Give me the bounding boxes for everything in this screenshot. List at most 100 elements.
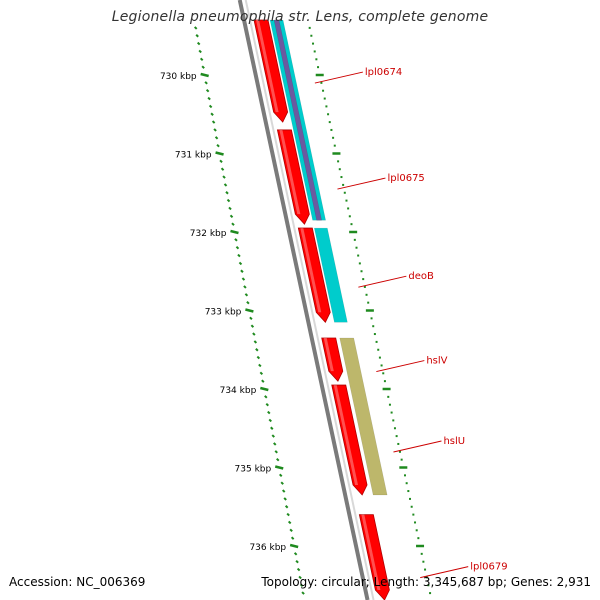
minor-tick xyxy=(204,81,208,85)
minor-tick xyxy=(244,293,249,297)
minor-tick xyxy=(267,410,271,415)
tick-label: 736 kbp xyxy=(249,543,286,553)
minor-tick xyxy=(270,426,274,430)
tick-layer: 730 kbp 731 kbp 732 kbp 733 kbp 734 kbp 735 k… xyxy=(160,26,432,595)
minor-tick xyxy=(286,512,290,517)
gene-leader-line xyxy=(376,360,425,373)
minor-tick xyxy=(208,104,213,109)
minor-tick xyxy=(246,300,250,305)
gene-leader-line xyxy=(420,566,469,579)
backbone-line xyxy=(237,0,370,600)
minor-tick xyxy=(216,143,220,148)
minor-tick xyxy=(249,316,253,321)
minor-tick xyxy=(258,363,262,368)
minor-tick xyxy=(271,434,275,438)
gene-label: hslU xyxy=(443,436,465,447)
minor-tick xyxy=(240,269,244,273)
minor-tick xyxy=(213,128,217,132)
minor-tick xyxy=(228,206,232,211)
tick-label: 735 kbp xyxy=(235,465,272,475)
minor-tick xyxy=(265,402,270,407)
major-tick xyxy=(245,308,254,313)
minor-tick xyxy=(274,450,278,454)
tick-label: 733 kbp xyxy=(205,308,242,318)
minor-tick xyxy=(299,583,304,587)
minor-tick xyxy=(196,41,201,46)
gene-arrow-highlight xyxy=(256,20,279,113)
minor-tick xyxy=(289,528,293,533)
minor-tick xyxy=(238,261,243,266)
accession-text: Accession: NC_006369 xyxy=(9,575,146,589)
minor-tick xyxy=(231,222,235,226)
gene-arrow-highlight xyxy=(300,228,322,313)
backbone-inner-line xyxy=(244,0,375,600)
minor-tick xyxy=(229,214,234,219)
genome-summary-text: Topology: circular; Length: 3,345,687 bp… xyxy=(261,575,591,589)
minor-tick xyxy=(235,245,240,250)
minor-tick xyxy=(220,167,225,171)
minor-tick xyxy=(276,457,280,462)
tick-label: 731 kbp xyxy=(175,151,212,161)
minor-tick xyxy=(226,198,231,203)
backbone-layer xyxy=(237,0,375,600)
minor-tick xyxy=(279,473,283,478)
minor-tick xyxy=(243,285,247,289)
major-tick xyxy=(200,72,209,78)
minor-tick xyxy=(256,355,261,360)
gene-arrow-highlight xyxy=(279,129,301,215)
map-title: Legionella pneumophila str. Lens, comple… xyxy=(111,9,489,25)
gene-leader-line xyxy=(337,177,386,190)
minor-tick xyxy=(222,175,226,179)
gene-label: lpl0675 xyxy=(387,173,424,184)
tick-label: 732 kbp xyxy=(190,229,227,239)
minor-tick xyxy=(205,88,210,93)
minor-tick xyxy=(211,120,216,124)
gene-label: lpl0674 xyxy=(365,67,402,78)
major-tick xyxy=(215,151,224,156)
cog-block xyxy=(314,227,348,323)
minor-tick xyxy=(198,49,202,54)
major-tick xyxy=(274,465,284,470)
minor-tick xyxy=(252,332,256,336)
minor-tick xyxy=(219,159,223,164)
minor-tick xyxy=(273,442,277,446)
minor-tick xyxy=(223,183,228,187)
gene-label: hslV xyxy=(426,356,447,367)
gene-arrow-highlight xyxy=(323,337,334,372)
minor-tick xyxy=(241,277,246,281)
minor-tick xyxy=(199,57,204,62)
minor-tick xyxy=(207,96,211,101)
minor-tick xyxy=(296,567,301,572)
minor-tick xyxy=(237,253,241,258)
gene-leader-line xyxy=(393,440,442,453)
minor-tick xyxy=(268,418,272,423)
minor-tick xyxy=(195,34,199,38)
minor-tick xyxy=(255,348,259,352)
minor-tick xyxy=(250,324,255,328)
minor-tick xyxy=(264,395,268,399)
gene-leader-line xyxy=(358,275,407,288)
tick-label: 734 kbp xyxy=(220,386,257,396)
tick-label: 730 kbp xyxy=(160,72,197,82)
gene-arrow-highlight xyxy=(361,514,381,590)
major-tick xyxy=(260,386,269,392)
major-tick xyxy=(230,229,239,235)
cog-layer xyxy=(269,19,388,496)
gene-arrow-highlight xyxy=(333,385,359,485)
minor-tick xyxy=(210,112,214,116)
cog-block xyxy=(273,19,322,221)
label-layer: lpl0674 lpl0675 deoB hslV hslU lpl0679 xyxy=(314,67,508,579)
minor-tick xyxy=(225,191,229,195)
gene-leader-line xyxy=(314,71,363,84)
minor-tick xyxy=(259,371,264,376)
gene-label: lpl0679 xyxy=(470,562,507,573)
minor-tick xyxy=(234,238,238,242)
gene-label: deoB xyxy=(408,271,434,282)
minor-tick xyxy=(253,340,258,344)
minor-tick xyxy=(293,552,298,556)
minor-tick xyxy=(283,497,287,501)
major-tick xyxy=(289,543,299,549)
minor-tick xyxy=(295,559,299,564)
